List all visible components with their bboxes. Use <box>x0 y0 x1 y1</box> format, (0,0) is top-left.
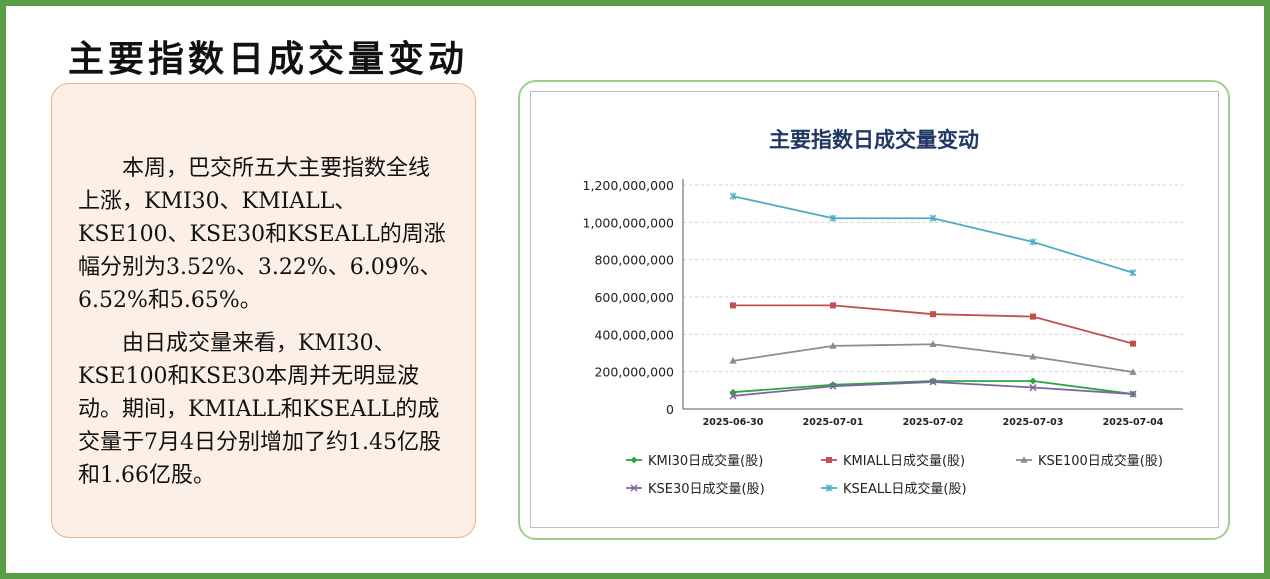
data-point <box>1029 352 1037 360</box>
x-tick-label: 2025-06-30 <box>703 417 764 428</box>
y-tick-label: 0 <box>666 402 674 417</box>
volume-line-chart: 主要指数日成交量变动 0 200,000,000 400,000,000 600,00… <box>583 128 1183 497</box>
data-point <box>829 382 837 390</box>
y-tick-label: 1,000,000,000 <box>583 215 674 230</box>
chart-panel: 主要指数日成交量变动 0 200,000,000 400,000,000 600,00… <box>530 91 1219 528</box>
data-point <box>730 302 736 309</box>
page-title: 主要指数日成交量变动 <box>68 38 469 80</box>
legend-label: KSE30日成交量(股) <box>648 481 765 497</box>
data-point <box>829 214 837 222</box>
data-point <box>1030 313 1036 320</box>
data-point <box>1130 340 1136 347</box>
summary-paragraph-1: 本周，巴交所五大主要指数全线上涨，KMI30、KMIALL、KSE100、KSE… <box>78 156 446 313</box>
summary-text-box: 本周，巴交所五大主要指数全线上涨，KMI30、KMIALL、KSE100、KSE… <box>51 83 476 538</box>
data-point <box>729 388 737 396</box>
series-line <box>733 304 1134 345</box>
data-point <box>729 357 737 364</box>
y-tick-label: 800,000,000 <box>594 253 674 268</box>
chart-title: 主要指数日成交量变动 <box>769 128 979 152</box>
legend-item: KMI30日成交量(股) <box>626 453 763 469</box>
chart-axes: 0 200,000,000 400,000,000 600,000,000 800,00… <box>583 178 1183 428</box>
data-point <box>929 340 937 348</box>
legend-label: KSE100日成交量(股) <box>1038 453 1163 469</box>
y-tick-label: 600,000,000 <box>594 290 674 305</box>
data-point <box>929 378 937 386</box>
data-point <box>1029 377 1037 385</box>
data-point <box>829 342 837 349</box>
legend-marker <box>630 484 638 492</box>
series-line <box>732 343 1134 373</box>
legend-item: KSEALL日成交量(股) <box>821 481 967 497</box>
data-point <box>1029 238 1037 246</box>
x-tick-label: 2025-07-02 <box>903 417 964 428</box>
data-point <box>1129 390 1137 398</box>
data-point <box>1129 269 1137 277</box>
legend-marker <box>630 456 638 464</box>
x-tick-label: 2025-07-03 <box>1003 417 1064 428</box>
y-tick-label: 400,000,000 <box>594 327 674 342</box>
series-line <box>732 195 1134 274</box>
y-tick-label: 200,000,000 <box>594 365 674 380</box>
legend-item: KSE100日成交量(股) <box>1016 453 1163 469</box>
data-point <box>1029 384 1037 392</box>
legend-label: KMIALL日成交量(股) <box>843 453 965 469</box>
x-tick-label: 2025-07-04 <box>1103 417 1164 428</box>
data-point <box>729 192 737 200</box>
legend-label: KMI30日成交量(股) <box>648 453 763 469</box>
summary-paragraph-2: 由日成交量来看，KMI30、KSE100和KSE30本周并无明显波动。期间，KM… <box>78 331 441 488</box>
legend-item: KMIALL日成交量(股) <box>821 453 965 469</box>
data-point <box>729 392 737 400</box>
chart-container: 主要指数日成交量变动 0 200,000,000 400,000,000 600,00… <box>518 80 1230 540</box>
x-tick-label: 2025-07-01 <box>803 417 864 428</box>
data-point <box>1129 368 1137 375</box>
chart-legend: KMI30日成交量(股) KMIALL日成交量(股) KSE100日成交量(股) KS… <box>626 453 1163 497</box>
legend-item: KSE30日成交量(股) <box>626 481 765 497</box>
chart-series <box>729 192 1137 400</box>
legend-marker <box>1020 456 1028 463</box>
legend-marker <box>825 484 833 492</box>
data-point <box>930 311 936 318</box>
legend-marker <box>826 457 832 463</box>
legend-label: KSEALL日成交量(股) <box>843 481 967 497</box>
y-tick-label: 1,200,000,000 <box>583 178 674 193</box>
data-point <box>830 302 836 309</box>
data-point <box>929 214 937 222</box>
